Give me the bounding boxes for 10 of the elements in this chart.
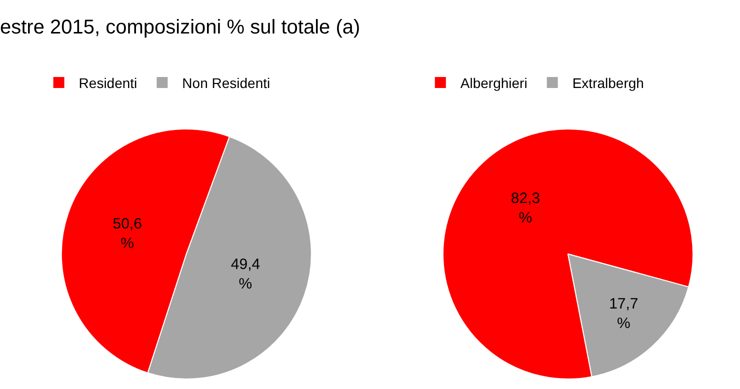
legend-label: Residenti <box>78 74 138 91</box>
chart-title: estre 2015, composizioni % sul totale (a) <box>0 16 360 38</box>
data-label: 82,3 % <box>510 190 540 226</box>
data-label: 50,6 % <box>112 215 142 252</box>
data-label: 17,7 % <box>609 296 638 332</box>
legend-label: Alberghieri <box>460 74 528 91</box>
legend-label: Extralbergh <box>572 74 644 91</box>
legend-label: Non Residenti <box>182 74 270 91</box>
data-label: 49,4 % <box>230 256 260 293</box>
pie-slice <box>442 128 694 380</box>
